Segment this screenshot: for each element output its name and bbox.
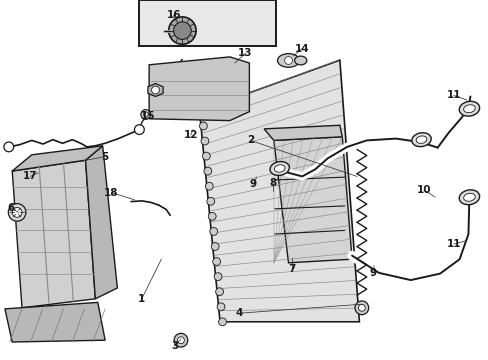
Text: 11: 11 bbox=[446, 90, 460, 100]
Circle shape bbox=[209, 228, 217, 235]
Text: 14: 14 bbox=[294, 44, 309, 54]
Circle shape bbox=[354, 301, 368, 315]
Text: 7: 7 bbox=[288, 264, 296, 274]
Text: 16: 16 bbox=[166, 10, 181, 20]
Circle shape bbox=[143, 112, 148, 117]
Circle shape bbox=[358, 304, 365, 311]
Circle shape bbox=[198, 107, 205, 115]
Polygon shape bbox=[149, 57, 249, 121]
Text: 4: 4 bbox=[235, 308, 243, 318]
Circle shape bbox=[205, 182, 213, 190]
Text: 11: 11 bbox=[446, 239, 460, 249]
Text: 12: 12 bbox=[183, 130, 198, 140]
Text: 1: 1 bbox=[138, 294, 145, 304]
Circle shape bbox=[177, 337, 184, 344]
Circle shape bbox=[214, 273, 222, 280]
Circle shape bbox=[217, 303, 224, 311]
Polygon shape bbox=[12, 146, 102, 171]
Circle shape bbox=[173, 22, 191, 39]
Ellipse shape bbox=[277, 54, 299, 67]
Text: 8: 8 bbox=[269, 178, 276, 188]
Polygon shape bbox=[5, 302, 105, 342]
Text: 17: 17 bbox=[23, 171, 38, 181]
Text: 9: 9 bbox=[249, 179, 256, 189]
Circle shape bbox=[215, 288, 223, 296]
Circle shape bbox=[134, 125, 144, 135]
Circle shape bbox=[211, 243, 219, 251]
Polygon shape bbox=[147, 84, 163, 96]
Ellipse shape bbox=[411, 133, 430, 147]
Circle shape bbox=[174, 333, 187, 347]
Circle shape bbox=[212, 258, 220, 265]
Ellipse shape bbox=[463, 105, 474, 113]
Circle shape bbox=[8, 204, 26, 221]
Circle shape bbox=[141, 109, 150, 120]
Polygon shape bbox=[85, 146, 117, 299]
Ellipse shape bbox=[463, 193, 474, 201]
Circle shape bbox=[201, 137, 208, 145]
Circle shape bbox=[206, 197, 214, 205]
Polygon shape bbox=[199, 60, 359, 322]
Circle shape bbox=[199, 122, 207, 130]
Text: 6: 6 bbox=[7, 203, 14, 213]
Circle shape bbox=[284, 57, 292, 64]
Text: 15: 15 bbox=[140, 111, 155, 121]
FancyBboxPatch shape bbox=[139, 0, 276, 46]
Ellipse shape bbox=[458, 190, 479, 205]
Circle shape bbox=[151, 86, 159, 94]
Text: 2: 2 bbox=[246, 135, 253, 145]
Text: 3: 3 bbox=[171, 341, 178, 351]
Ellipse shape bbox=[415, 136, 426, 143]
Ellipse shape bbox=[269, 162, 289, 175]
Text: 10: 10 bbox=[416, 185, 431, 195]
Ellipse shape bbox=[274, 165, 285, 172]
Circle shape bbox=[208, 212, 216, 220]
Circle shape bbox=[202, 152, 210, 160]
Circle shape bbox=[218, 318, 226, 326]
Circle shape bbox=[12, 207, 22, 217]
Ellipse shape bbox=[294, 56, 306, 65]
Circle shape bbox=[168, 17, 196, 44]
Text: 9: 9 bbox=[368, 268, 375, 278]
Ellipse shape bbox=[458, 101, 479, 116]
Text: 18: 18 bbox=[104, 188, 119, 198]
Polygon shape bbox=[273, 137, 351, 263]
Circle shape bbox=[4, 142, 14, 152]
Polygon shape bbox=[264, 125, 342, 140]
Circle shape bbox=[203, 167, 211, 175]
Polygon shape bbox=[12, 160, 95, 308]
Text: 5: 5 bbox=[102, 152, 108, 162]
Text: 13: 13 bbox=[238, 48, 252, 58]
